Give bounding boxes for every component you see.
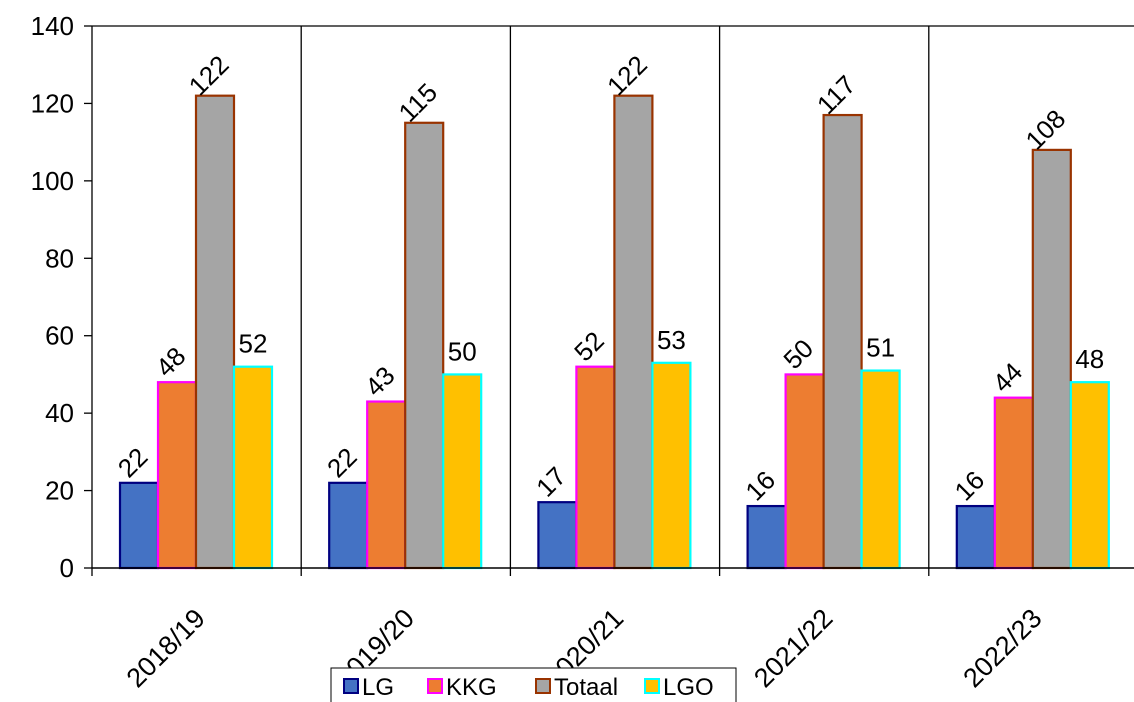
data-label: 115: [393, 77, 444, 128]
bar-totaal-2018-19: [194, 94, 236, 570]
data-label: 122: [183, 49, 235, 101]
bar-lg-2018-19: [118, 481, 160, 570]
data-label: 48: [150, 341, 192, 383]
legend-label-kkg: KKG: [446, 674, 497, 701]
bar-lgo-2022-23: [1069, 381, 1110, 570]
x-tick-label: 2022/23: [957, 603, 1047, 693]
data-label: 17: [530, 461, 572, 503]
gridlines: [91, 25, 1134, 576]
bar-lg-2021-22: [746, 504, 787, 570]
bar-lgo-2019-20: [442, 373, 483, 570]
data-label: 16: [739, 465, 781, 507]
bar-lgo-2018-19: [232, 365, 274, 570]
bar-kkg-2019-20: [366, 400, 407, 570]
y-tick-label: 80: [45, 243, 74, 273]
legend: LG KKG Totaal LGO: [330, 667, 737, 702]
y-tick-label: 20: [45, 476, 74, 506]
bar-lgo-2020-21: [651, 361, 692, 570]
data-label: 52: [568, 325, 610, 367]
y-tick-label: 60: [45, 321, 74, 351]
legend-label-lgo: LGO: [663, 674, 714, 701]
bar-lgo-2021-22: [860, 369, 901, 570]
y-tick-label: 140: [31, 11, 74, 41]
legend-label-lg: LG: [362, 674, 394, 701]
bar-lg-2022-23: [955, 504, 996, 570]
legend-label-totaal: Totaal: [554, 674, 618, 701]
data-label: 117: [811, 69, 862, 120]
data-label: 44: [987, 356, 1029, 398]
bar-lg-2019-20: [328, 481, 369, 570]
data-label: 43: [359, 360, 401, 402]
legend-swatch-lgo: [644, 678, 660, 694]
legend-box: [330, 667, 737, 702]
bar-kkg-2021-22: [784, 373, 825, 570]
bar-totaal-2021-22: [822, 113, 863, 570]
bar-kkg-2018-19: [156, 381, 198, 570]
x-tick-label: 2018/19: [121, 603, 211, 693]
bar-totaal-2022-23: [1031, 148, 1072, 570]
bar-totaal-2019-20: [404, 121, 445, 570]
data-label: 53: [657, 325, 686, 355]
y-tick-label: 120: [31, 88, 74, 118]
y-tick-label: 0: [60, 553, 74, 583]
data-label: 52: [239, 329, 268, 359]
bar-kkg-2020-21: [575, 365, 616, 570]
y-tick-label: 40: [45, 398, 74, 428]
data-label: 16: [949, 465, 991, 507]
data-label: 22: [321, 442, 363, 484]
data-label: 51: [866, 333, 895, 363]
data-label: 22: [112, 442, 154, 484]
data-label: 122: [601, 49, 653, 101]
bar-lg-2020-21: [537, 501, 578, 570]
bar-kkg-2022-23: [993, 396, 1034, 570]
legend-swatch-lg: [343, 678, 359, 694]
legend-swatch-kkg: [427, 678, 443, 694]
legend-swatch-totaal: [535, 678, 551, 694]
data-label: 50: [777, 333, 819, 375]
bar-totaal-2020-21: [613, 94, 654, 570]
x-tick-label: 2021/22: [748, 603, 838, 693]
data-label: 50: [448, 336, 477, 366]
data-label: 108: [1019, 104, 1071, 156]
data-label: 48: [1075, 344, 1104, 374]
bars: [118, 94, 1110, 570]
y-tick-label: 100: [31, 166, 74, 196]
